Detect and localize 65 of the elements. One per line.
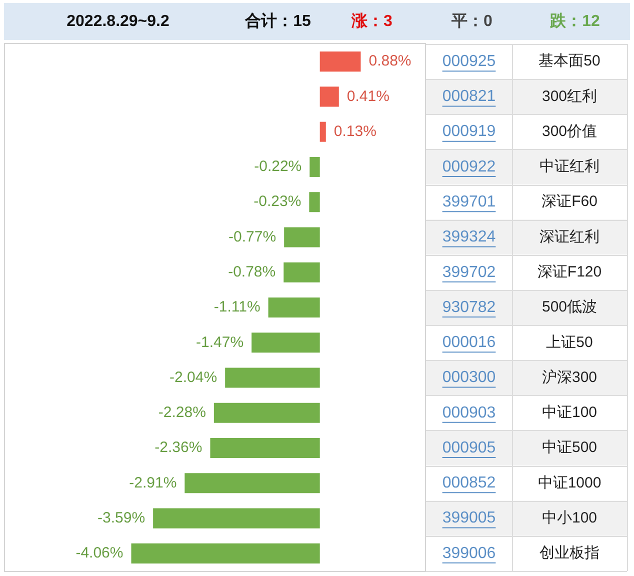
data-label: -1.47% [196, 334, 244, 351]
text: 000919 [442, 123, 496, 140]
bar [320, 122, 326, 142]
data-label: 0.13% [334, 122, 376, 140]
text: 399324 [442, 228, 496, 246]
data-label: -0.23% [254, 193, 302, 210]
y-tick-label: 沪深300 [542, 368, 598, 386]
y-tick-label: 深证F120 [537, 264, 602, 281]
y-tick-label: 中证1000 [538, 474, 602, 492]
bar [320, 86, 339, 107]
bar [268, 297, 320, 318]
text: 跌：12 [549, 12, 600, 30]
y-tick-label: 深证红利 [540, 228, 600, 246]
y-tick-label: 创业板指 [540, 544, 600, 562]
data-label: -2.36% [154, 439, 202, 456]
text: 399702 [442, 264, 496, 281]
text: 399006 [442, 544, 496, 562]
text: 399005 [442, 510, 496, 527]
y-tick-label: 基本面50 [538, 52, 600, 70]
bar [310, 156, 320, 177]
data-label: -0.77% [228, 228, 276, 246]
text: 000922 [442, 158, 496, 176]
bar [225, 368, 320, 388]
data-label: 0.41% [346, 88, 390, 105]
data-label: -2.91% [129, 474, 177, 492]
text: 合计：15 [244, 12, 311, 30]
y-tick-label: 中证红利 [540, 158, 600, 176]
bar [252, 332, 320, 353]
data-label: -2.28% [158, 404, 206, 422]
text: 平：0 [450, 12, 493, 30]
bar [320, 52, 361, 72]
bar [284, 262, 320, 282]
text: 000852 [442, 474, 496, 492]
bar [131, 543, 320, 564]
bar [214, 402, 320, 423]
data-label: -2.04% [170, 368, 218, 386]
y-tick-label: 中小100 [542, 509, 598, 526]
data-label: 0.88% [368, 52, 412, 70]
data-label: -4.06% [76, 544, 124, 562]
text: 000300 [442, 369, 496, 386]
y-tick-label: 深证F60 [542, 193, 598, 210]
text: 涨：3 [350, 12, 393, 30]
y-tick-label: 300红利 [542, 88, 598, 105]
y-tick-label: 上证50 [546, 334, 593, 351]
y-tick-label: 中证500 [542, 439, 598, 456]
chart-title: 2022.8.29~9.2 [66, 12, 170, 30]
y-tick-label: 300价值 [542, 122, 598, 140]
y-tick-label: 中证100 [542, 404, 598, 422]
text: 930782 [442, 298, 496, 316]
bar [210, 438, 320, 458]
data-label: -0.22% [254, 158, 302, 176]
data-label: -0.78% [228, 264, 276, 281]
text: 000016 [442, 334, 496, 352]
y-tick-label: 500低波 [542, 298, 598, 316]
bar [153, 508, 320, 528]
text: 000903 [442, 404, 496, 422]
bar [284, 227, 320, 248]
bar [184, 473, 320, 494]
text: 000925 [442, 52, 496, 70]
text: 000821 [442, 88, 496, 106]
bar [309, 192, 320, 212]
text: 399701 [442, 194, 496, 211]
data-label: -1.11% [214, 298, 260, 316]
data-label: -3.59% [98, 509, 146, 526]
text: 000905 [442, 439, 496, 456]
